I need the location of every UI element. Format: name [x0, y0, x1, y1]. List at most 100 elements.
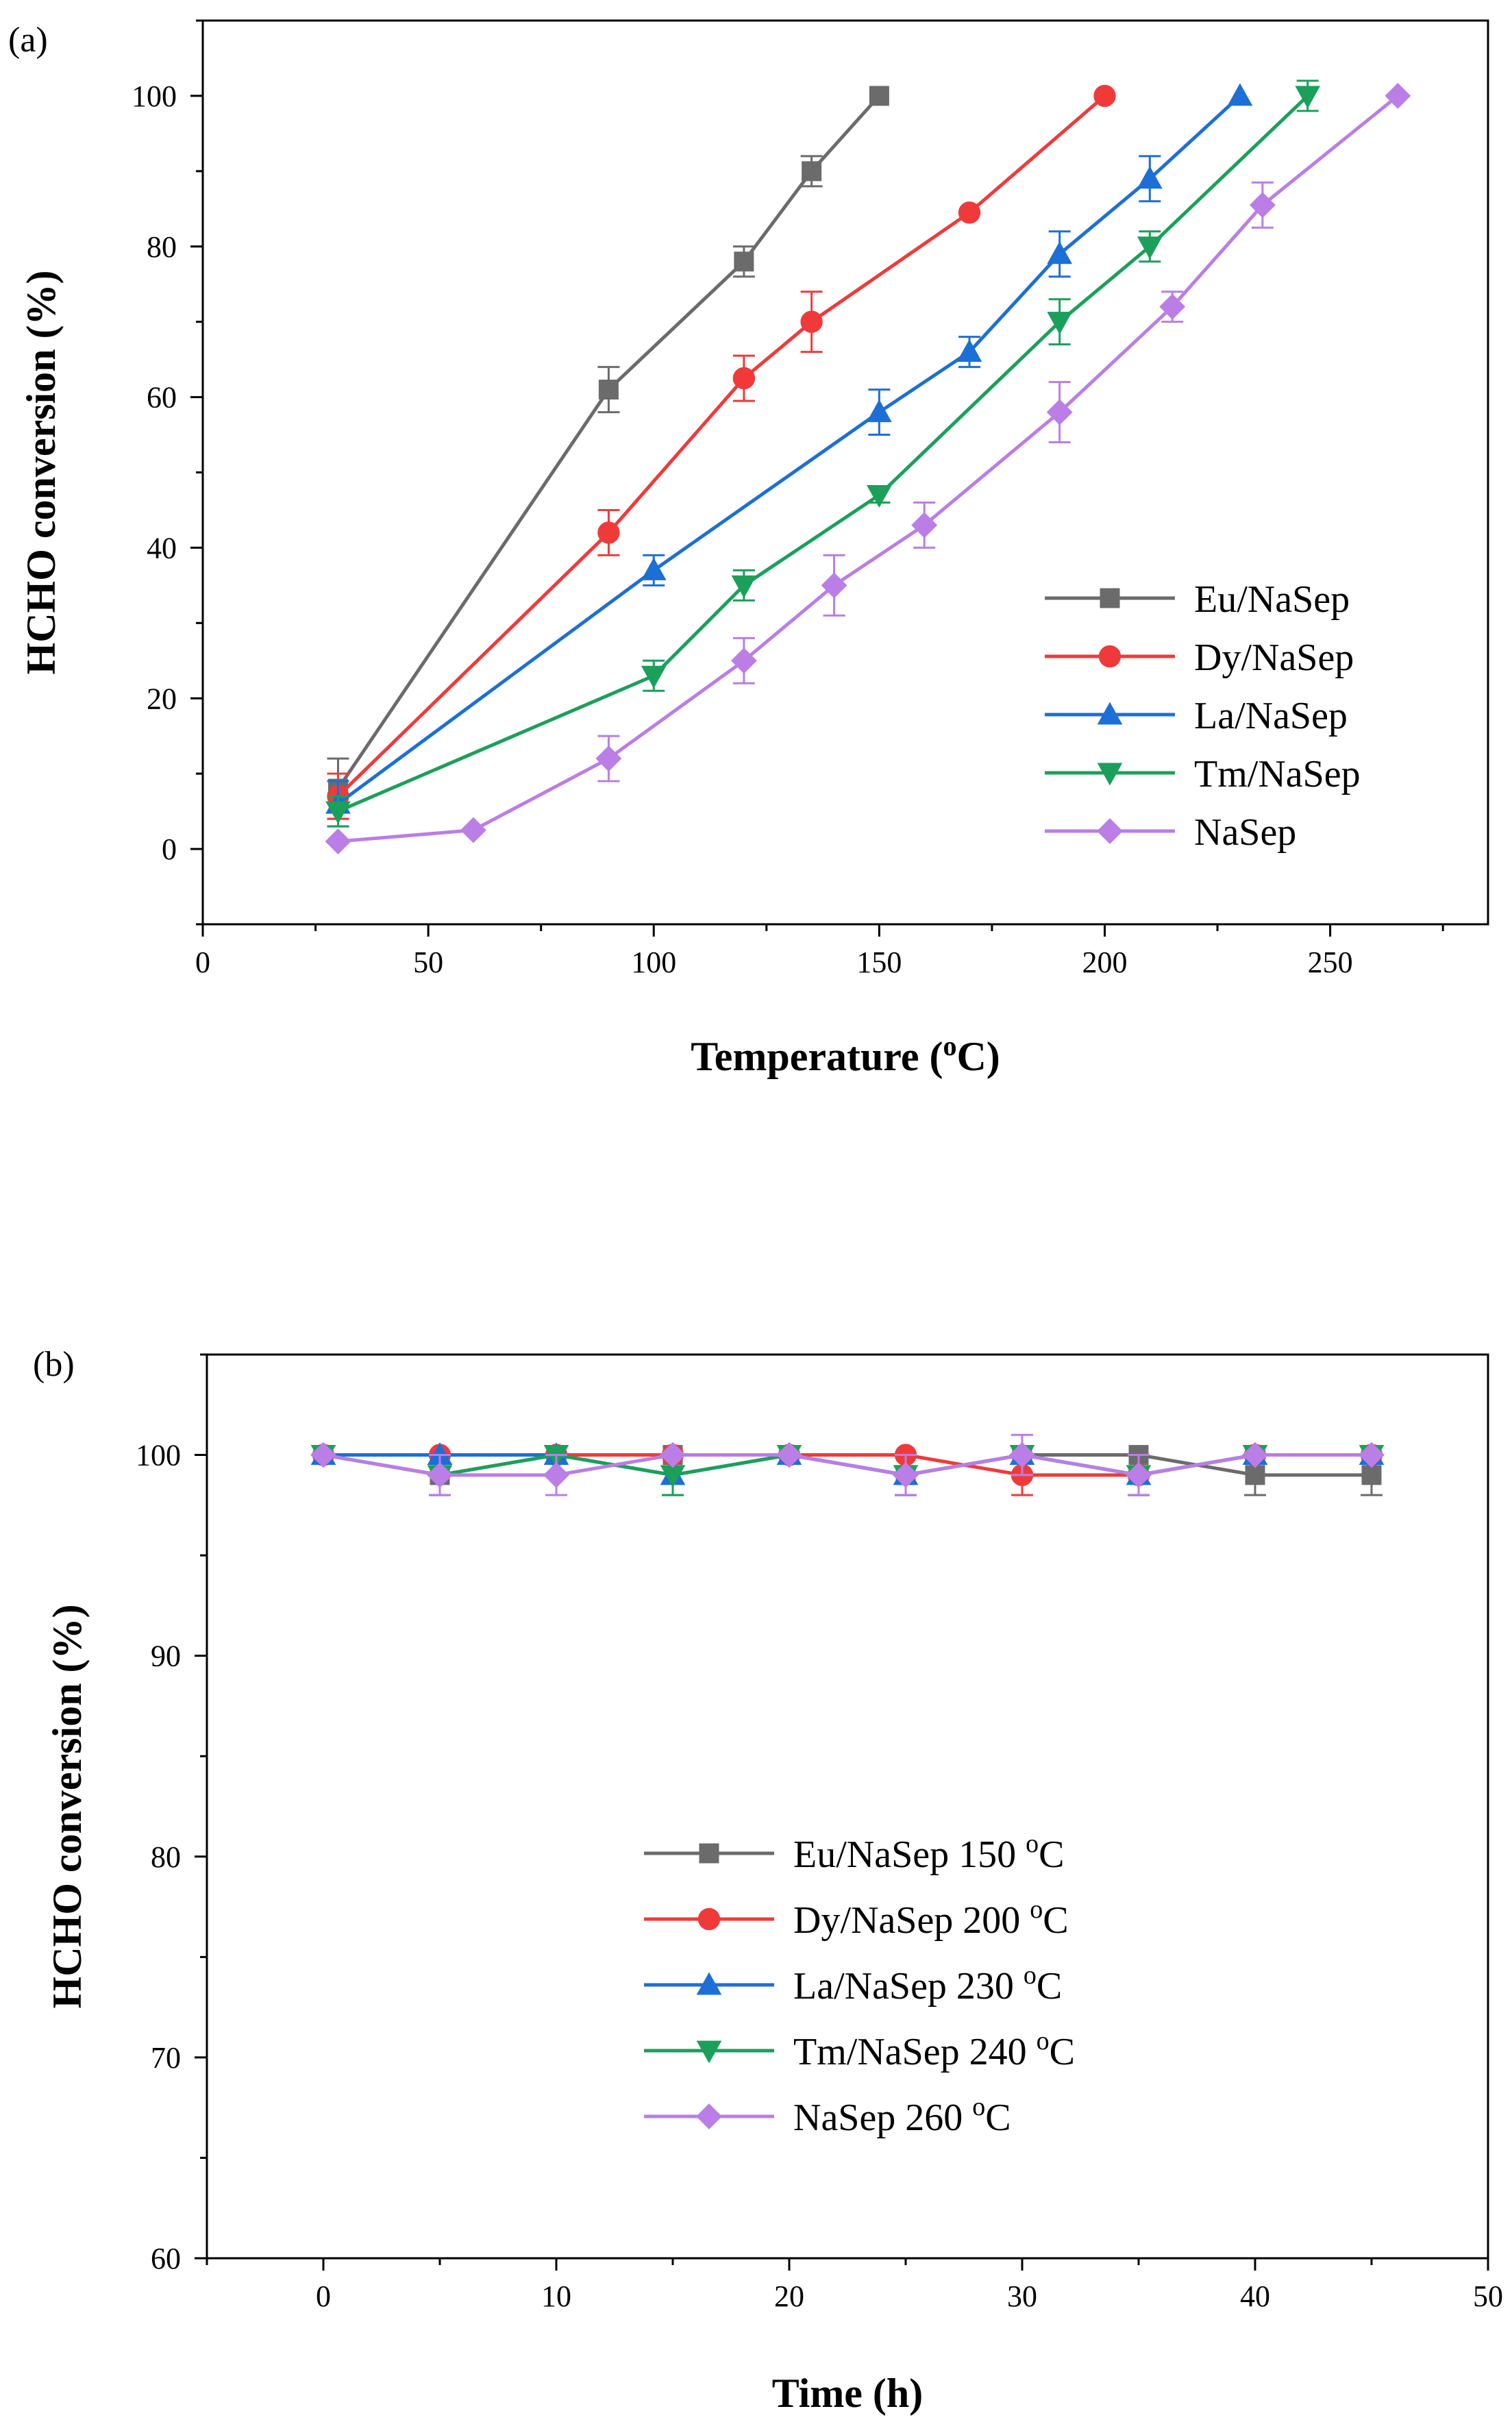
legend-marker [1097, 763, 1123, 786]
data-point [310, 1442, 336, 1468]
y-tick-label: 100 [132, 79, 177, 113]
series-nasep [310, 1433, 1385, 1496]
legend-item-la-nasep: La/NaSep 230 oC [644, 1961, 1062, 2007]
data-point [776, 1442, 802, 1468]
x-tick-label: 250 [1308, 946, 1353, 979]
legend-label: Dy/NaSep [1194, 637, 1354, 679]
data-point [641, 557, 667, 580]
x-tick-label: 10 [541, 2279, 571, 2313]
y-tick-label: 100 [136, 1439, 181, 1472]
data-point [543, 1461, 569, 1488]
legend-unit: C [985, 2097, 1011, 2139]
x-tick-label: 20 [774, 2279, 804, 2313]
y-tick-label: 80 [147, 230, 177, 264]
legend-marker [699, 1843, 719, 1864]
data-point [731, 575, 757, 598]
panel-label-b: (b) [33, 1345, 75, 1384]
y-tick-label: 60 [147, 381, 177, 415]
x-tick-label: 30 [1007, 2279, 1037, 2313]
series-line-dy-nasep [336, 95, 1106, 798]
x-tick-label: 100 [631, 946, 676, 979]
legend-label-text: La/NaSep 230 [793, 1965, 1024, 2007]
data-point [1093, 84, 1116, 108]
legend-marker [696, 1972, 722, 1995]
legend-label: NaSep [1194, 811, 1296, 854]
y-tick-label: 20 [147, 682, 177, 715]
series-line-nasep [323, 1453, 1372, 1477]
y-tick-label: 0 [162, 832, 177, 866]
data-point [1047, 241, 1073, 264]
data-point [893, 1461, 919, 1488]
legend-degree: o [1030, 1895, 1043, 1924]
legend-degree: o [972, 2092, 985, 2121]
data-point [1137, 166, 1163, 189]
data-point [1137, 236, 1163, 260]
data-point [1126, 1461, 1152, 1488]
data-point [1295, 86, 1321, 109]
data-point [660, 1442, 686, 1468]
legend-item-tm-nasep: Tm/NaSep 240 oC [644, 2027, 1075, 2073]
data-point [1046, 399, 1073, 425]
data-point [911, 512, 938, 539]
legend-item-eu-nasep: Eu/NaSep [1045, 578, 1350, 621]
data-point [821, 572, 847, 599]
legend-marker [1098, 645, 1121, 668]
data-point [800, 310, 823, 333]
y-axis-title: HCHO conversion (%) [45, 1605, 90, 2009]
legend-marker [1097, 702, 1123, 725]
data-point [1385, 83, 1411, 109]
legend-label-text: Dy/NaSep 200 [793, 1899, 1030, 1942]
legend-unit: C [1039, 1833, 1064, 1876]
y-tick-label: 70 [151, 2041, 181, 2075]
legend-marker [1100, 588, 1120, 608]
data-point [869, 86, 889, 106]
data-point [1159, 293, 1186, 320]
legend-label: Eu/NaSep 150 oC [793, 1829, 1064, 1876]
legend-degree: o [1026, 1829, 1039, 1858]
data-point [595, 745, 622, 772]
data-point [1361, 1465, 1382, 1485]
series-line-nasep [338, 94, 1399, 843]
y-tick-label: 40 [147, 531, 177, 565]
legend-item-dy-nasep: Dy/NaSep [1045, 637, 1354, 679]
x-axis-title-part: Temperature ( [691, 1034, 943, 1079]
panel-label-a: (a) [8, 21, 48, 60]
data-point [730, 647, 757, 674]
plot-frame [206, 1353, 1489, 2260]
legend-label: La/NaSep [1194, 695, 1348, 737]
data-point [732, 367, 756, 390]
legend-label-text: Eu/NaSep 150 [793, 1833, 1026, 1876]
data-point [325, 828, 351, 854]
x-tick-label: 0 [316, 2279, 331, 2313]
series-tm-nasep [325, 79, 1321, 828]
legend-label: Tm/NaSep 240 oC [793, 2027, 1075, 2073]
legend-item-nasep: NaSep 260 oC [644, 2092, 1011, 2139]
legend-item-nasep: NaSep [1045, 811, 1296, 854]
data-point [867, 484, 892, 508]
legend-item-tm-nasep: Tm/NaSep [1045, 753, 1361, 795]
data-point [460, 817, 486, 843]
legend-label-text: Tm/NaSep 240 [793, 2031, 1037, 2073]
legend-label: La/NaSep 230 oC [793, 1961, 1062, 2007]
legend-marker [696, 2103, 722, 2129]
data-point [1242, 1442, 1268, 1468]
legend-marker [697, 1907, 721, 1931]
data-point [427, 1461, 453, 1488]
data-point [641, 665, 667, 689]
legend-item-eu-nasep: Eu/NaSep 150 oC [644, 1829, 1064, 1876]
data-point [802, 161, 822, 182]
data-point [598, 380, 619, 400]
x-axis-title-degree: o [943, 1030, 956, 1061]
legend-unit: C [1043, 1899, 1068, 1942]
legend-unit: C [1037, 1965, 1062, 2007]
x-tick-label: 0 [195, 946, 210, 979]
chart-panel-a: 0 50 100 150 200 250 0 20 40 60 80 100 Temperature (… [18, 19, 1489, 1079]
data-point [1245, 1465, 1265, 1485]
data-point [956, 339, 982, 362]
data-point [597, 521, 620, 544]
legend-item-dy-nasep: Dy/NaSep 200 oC [644, 1895, 1069, 1942]
data-point [1227, 83, 1253, 106]
